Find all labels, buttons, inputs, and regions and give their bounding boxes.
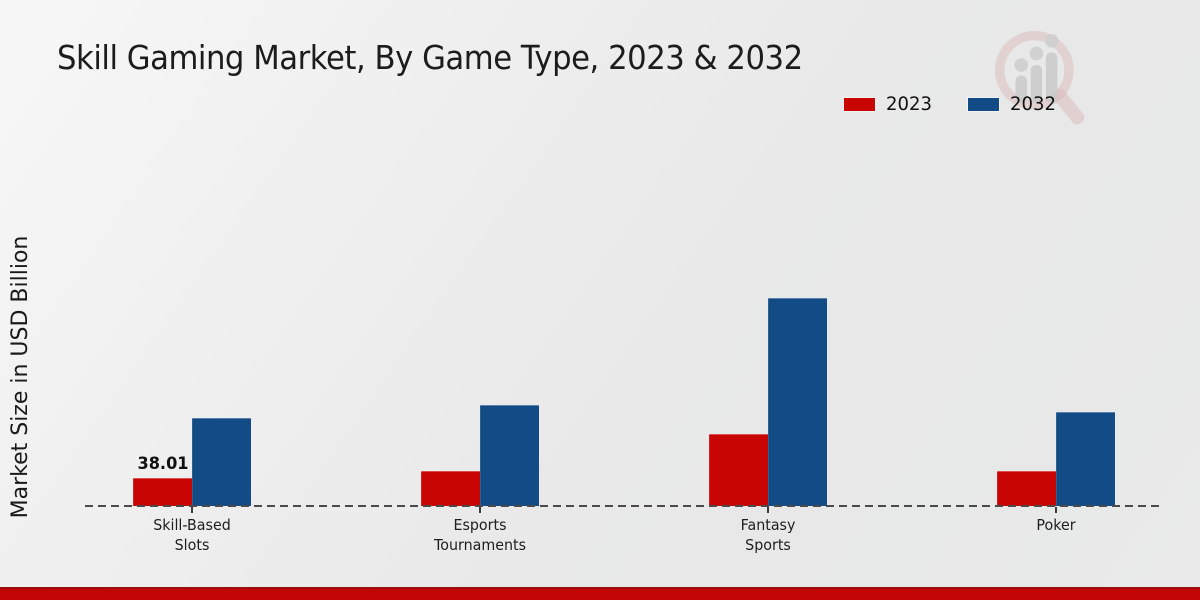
x-category-label-esports-tournaments: Esports Tournaments xyxy=(395,515,566,555)
bar-2032-fantasy-sports xyxy=(768,298,827,506)
legend-item-2032: 2032 xyxy=(967,93,1058,115)
bar-2023-esports-tournaments xyxy=(421,471,480,506)
bar-2032-skill-based-slots xyxy=(192,418,251,506)
x-category-label-line: Poker xyxy=(1036,516,1076,534)
x-category-label-line: Skill-Based xyxy=(153,516,231,534)
x-tick-esports-tournaments xyxy=(479,507,481,513)
legend-label-2023: 2023 xyxy=(886,93,932,115)
bar-value-label: 38.01 xyxy=(136,454,189,474)
legend-swatch-2023 xyxy=(843,96,876,112)
x-axis-baseline xyxy=(85,505,1163,507)
magnifier-bar-chart-logo-icon xyxy=(994,30,1085,125)
legend: 2023 2032 xyxy=(843,93,1059,115)
bar-2023-poker xyxy=(997,471,1056,506)
legend-item-2023: 2023 xyxy=(843,93,934,115)
legend-label-2032: 2032 xyxy=(1010,93,1057,115)
bar-2032-esports-tournaments xyxy=(480,405,539,506)
bar-2023-fantasy-sports xyxy=(709,434,768,506)
bar-2023-skill-based-slots xyxy=(133,478,192,506)
x-category-label-poker: Poker xyxy=(971,515,1142,535)
chart-title: Skill Gaming Market, By Game Type, 2023 … xyxy=(57,38,803,77)
x-category-label-line: Tournaments xyxy=(433,536,527,554)
x-category-label-line: Sports xyxy=(745,536,791,554)
x-tick-poker xyxy=(1055,507,1057,513)
legend-swatch-2032 xyxy=(967,96,1001,112)
footer-accent-bar xyxy=(0,587,1200,600)
x-category-label-line: Fantasy xyxy=(740,516,796,534)
x-category-label-line: Slots xyxy=(174,536,210,554)
x-category-label-line: Esports xyxy=(453,516,507,534)
x-category-label-skill-based-slots: Skill-Based Slots xyxy=(107,515,278,555)
x-tick-skill-based-slots xyxy=(191,507,193,513)
x-tick-fantasy-sports xyxy=(767,507,769,513)
x-category-label-fantasy-sports: Fantasy Sports xyxy=(683,515,854,555)
bar-2032-poker xyxy=(1056,412,1115,506)
